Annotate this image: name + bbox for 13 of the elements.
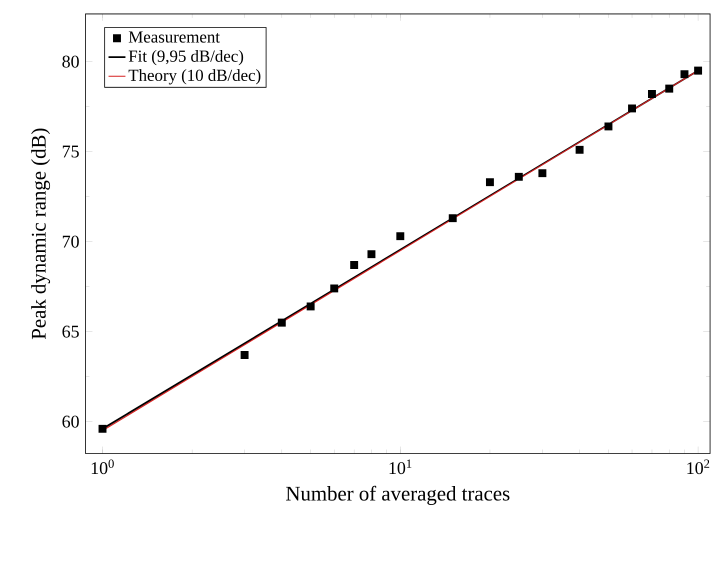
legend-label: Theory (10 dB/dec): [128, 69, 260, 85]
y-tick-label: 65: [62, 326, 79, 338]
y-tick-label: 75: [62, 146, 79, 158]
y-tick-label: 70: [62, 236, 79, 248]
y-axis-title: Peak dynamic range (dB): [31, 128, 50, 340]
x-tick-label: 10$^{0}$: [92, 460, 114, 474]
y-tick-label: 80: [62, 56, 79, 68]
x-axis-title: Number of averaged traces: [286, 486, 510, 506]
y-tick-label: 60: [62, 416, 79, 428]
legend-label: Fit (9,95 dB/dec): [128, 50, 244, 66]
legend-label: Measurement: [128, 32, 220, 43]
x-tick-label: 10$^{2}$: [687, 460, 710, 474]
x-tick-label: 10$^{1}$: [390, 460, 412, 474]
